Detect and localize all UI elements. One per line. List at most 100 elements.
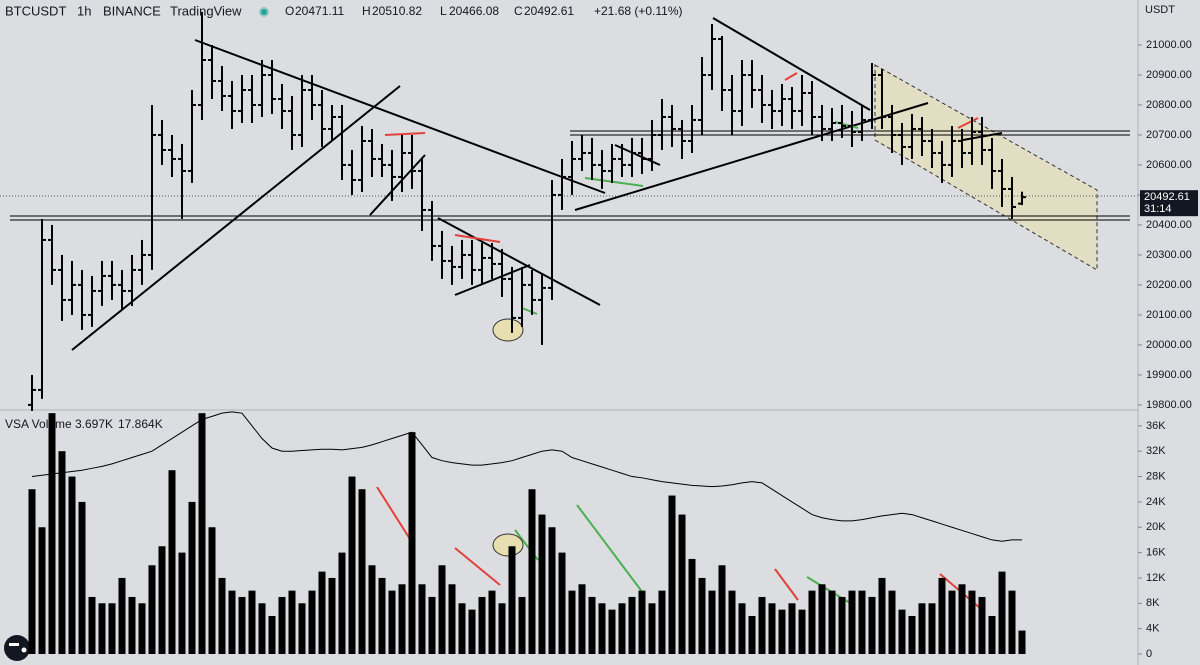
volume-bar bbox=[798, 609, 806, 654]
source: TradingView bbox=[170, 3, 242, 18]
volume-bar bbox=[1008, 590, 1016, 654]
volume-bar bbox=[638, 590, 646, 654]
volume-bar bbox=[838, 596, 846, 654]
volume-bar bbox=[168, 470, 176, 654]
y-tick-label: 19800.00 bbox=[1146, 399, 1192, 411]
ohlc-label: L bbox=[440, 4, 447, 18]
volume-bar bbox=[528, 489, 536, 654]
volume-bar bbox=[88, 596, 96, 654]
y-tick-label: 32K bbox=[1146, 445, 1166, 457]
symbol: BTCUSDT bbox=[5, 3, 66, 18]
logo bbox=[21, 647, 27, 653]
y-tick-label: 20100.00 bbox=[1146, 309, 1192, 321]
volume-bar bbox=[608, 609, 616, 654]
volume-bar bbox=[998, 571, 1006, 654]
volume-bar bbox=[908, 615, 916, 654]
volume-bar bbox=[468, 609, 476, 654]
volume-bar bbox=[778, 609, 786, 654]
y-tick-label: 12K bbox=[1146, 572, 1166, 584]
volume-bar bbox=[368, 565, 376, 654]
volume-bar bbox=[978, 596, 986, 654]
volume-bar bbox=[58, 451, 66, 654]
change: +21.68 (+0.11%) bbox=[594, 4, 683, 18]
volume-bar bbox=[128, 596, 136, 654]
volume-bar bbox=[868, 596, 876, 654]
volume-bar bbox=[598, 603, 606, 654]
trend-lines bbox=[71, 17, 1003, 351]
volume-bar bbox=[48, 413, 56, 654]
y-tick-label: 21000.00 bbox=[1146, 39, 1192, 51]
ohlc-value: 20466.08 bbox=[449, 4, 499, 18]
y-tick-label: 24K bbox=[1146, 496, 1166, 508]
volume-bar bbox=[328, 577, 336, 654]
y-tick-label: 16K bbox=[1146, 547, 1166, 559]
volume-bar bbox=[878, 577, 886, 654]
volume-bar bbox=[888, 590, 896, 654]
y-tick-label: 20800.00 bbox=[1146, 99, 1192, 111]
volume-bar bbox=[588, 596, 596, 654]
logo bbox=[9, 643, 19, 646]
volume-bar bbox=[408, 432, 416, 654]
volume-bar bbox=[398, 584, 406, 654]
volume-bar bbox=[818, 584, 826, 654]
volume-bar bbox=[668, 495, 676, 654]
volume-bar bbox=[698, 577, 706, 654]
volume-bar bbox=[848, 590, 856, 654]
volume-bar bbox=[928, 603, 936, 654]
volume-bar bbox=[618, 603, 626, 654]
volume-bar bbox=[918, 603, 926, 654]
y-tick-label: 20200.00 bbox=[1146, 279, 1192, 291]
volume-bar bbox=[688, 558, 696, 654]
volume-ma-value: 17.864K bbox=[118, 417, 163, 431]
volume-bar bbox=[198, 413, 206, 654]
volume-bar bbox=[148, 565, 156, 654]
volume-bar bbox=[498, 603, 506, 654]
volume-bar bbox=[118, 577, 126, 654]
volume-bar bbox=[508, 546, 516, 654]
volume-bar bbox=[958, 584, 966, 654]
volume-bar bbox=[108, 603, 116, 654]
y-tick-label: 20000.00 bbox=[1146, 339, 1192, 351]
ohlc-value: 20492.61 bbox=[524, 4, 574, 18]
y-tick-label: 36K bbox=[1146, 420, 1166, 432]
y-tick-label: 20400.00 bbox=[1146, 219, 1192, 231]
volume-bar bbox=[158, 546, 166, 654]
volume-bar bbox=[388, 590, 396, 654]
ohlc-value: 20471.11 bbox=[295, 4, 344, 18]
volume-bar bbox=[678, 514, 686, 654]
volume-bar bbox=[828, 590, 836, 654]
volume-bar bbox=[518, 596, 526, 654]
volume-bar bbox=[298, 603, 306, 654]
y-tick-label: 20300.00 bbox=[1146, 249, 1192, 261]
ohlc-label: O bbox=[285, 4, 294, 18]
volume-bar bbox=[708, 590, 716, 654]
volume-bar bbox=[318, 571, 326, 654]
volume-bar bbox=[188, 501, 196, 654]
volume-bar bbox=[478, 596, 486, 654]
volume-bar bbox=[208, 527, 216, 654]
volume-bar bbox=[238, 596, 246, 654]
volume-bar bbox=[858, 590, 866, 654]
volume-bar bbox=[938, 577, 946, 654]
volume-bar bbox=[648, 603, 656, 654]
volume-bar bbox=[738, 603, 746, 654]
volume-bar bbox=[418, 584, 426, 654]
volume-bar bbox=[458, 603, 466, 654]
y-tick-label: 20K bbox=[1146, 521, 1166, 533]
status-dot bbox=[261, 9, 267, 15]
volume-bar bbox=[568, 590, 576, 654]
y-tick-label: 0 bbox=[1146, 648, 1152, 660]
volume-bar bbox=[658, 590, 666, 654]
ohlc-label: C bbox=[514, 4, 523, 18]
volume-bar bbox=[348, 476, 356, 654]
volume-bar bbox=[258, 603, 266, 654]
volume-bar bbox=[578, 584, 586, 654]
volume-bar bbox=[228, 590, 236, 654]
price-tag-value: 20492.61 bbox=[1144, 191, 1190, 203]
volume-bar bbox=[288, 590, 296, 654]
currency: USDT bbox=[1145, 4, 1175, 16]
logo bbox=[4, 635, 30, 661]
volume-title: VSA Volume bbox=[5, 417, 72, 431]
volume-bar bbox=[718, 565, 726, 654]
